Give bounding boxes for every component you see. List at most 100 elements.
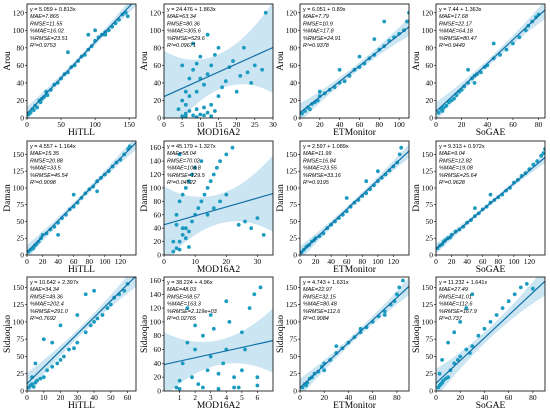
data-point (177, 378, 182, 383)
data-point (454, 93, 459, 98)
data-point (337, 67, 342, 72)
panel-arou-sogae: 0 20 40 60 80 0 20 40 60 80 100 120 SoGAE Arou y = 7.4… (412, 3, 546, 138)
data-point (187, 229, 191, 234)
stats-line: y = 45.179 + 1.327x (167, 144, 216, 150)
data-point (86, 32, 91, 37)
stats-line: R²=0.9195 (303, 180, 330, 186)
data-point (372, 37, 377, 41)
x-tick-label: 40 (327, 257, 335, 266)
data-point (35, 105, 40, 110)
data-point (211, 326, 216, 331)
data-point (230, 145, 235, 150)
regression-line (436, 280, 545, 384)
x-tick-label: 80 (535, 120, 543, 129)
stats-line: %RMSE=80.47 (439, 36, 478, 42)
regression-line (164, 46, 273, 98)
data-point (524, 282, 529, 286)
data-point (201, 385, 205, 390)
data-point (518, 285, 523, 290)
data-point (405, 19, 409, 24)
y-tick-label: 60 (426, 61, 434, 70)
data-point (67, 347, 71, 352)
x-tick-label: 100 (393, 120, 405, 129)
confidence-band (436, 277, 545, 391)
panel-arou-mod16a2: 0 5 10 15 20 25 30 0 20 40 60 80 100 120 MOD16A2 Arou y … (140, 3, 277, 138)
data-point (446, 340, 450, 345)
data-point (45, 93, 50, 98)
y-axis-label: Arou (3, 51, 13, 71)
x-tick-label: 20 (316, 120, 324, 129)
x-tick-label: 120 (524, 257, 536, 266)
data-point (517, 35, 522, 40)
y-axis-label: Sidaoqiao (140, 315, 150, 353)
y-tick-label: 20 (154, 237, 162, 246)
y-tick-label: 80 (154, 43, 162, 52)
y-tick-label: 125 (422, 300, 434, 309)
stats-line: RMSE=22.17 (439, 21, 473, 27)
data-point (232, 385, 237, 390)
y-axis-label: Daman (276, 184, 286, 212)
data-point (458, 320, 463, 324)
x-tick-label: 1 (178, 393, 182, 402)
data-point (50, 364, 55, 369)
data-point (437, 371, 442, 376)
x-tick-label: 40 (54, 257, 62, 266)
data-point (458, 354, 463, 359)
x-tick-label: 40 (463, 257, 471, 266)
data-point (201, 333, 205, 338)
data-point (202, 105, 206, 110)
plot-frame (26, 140, 137, 256)
x-tick-label: 0 (162, 257, 166, 266)
x-axis-label: SoGAE (476, 401, 506, 411)
data-point (504, 47, 509, 52)
data-point (242, 45, 246, 50)
data-point (440, 358, 444, 362)
y-tick-label: 125 (13, 167, 25, 176)
confidence-band (164, 4, 273, 118)
y-tick-label: 20 (426, 96, 434, 105)
data-point (191, 41, 196, 46)
data-point (491, 41, 496, 46)
data-point (108, 302, 113, 307)
y-tick-label: 120 (422, 8, 434, 17)
x-tick-label: 80 (86, 257, 94, 266)
data-point (194, 61, 199, 66)
data-point (209, 114, 214, 118)
data-point (255, 383, 260, 388)
x-tick-label: 20 (39, 257, 47, 266)
stats-line: %RMSE=167.9 (439, 309, 477, 315)
data-point (33, 361, 38, 366)
y-tick-label: 120 (286, 8, 298, 17)
data-point (208, 354, 213, 359)
y-tick-label: 75 (17, 200, 25, 209)
panel-daman-mod16a2: 0 10 20 30 0 20 40 60 80 100 120 140 160 MOD16A2 Daman… (140, 140, 274, 275)
y-tick-label: 100 (13, 183, 25, 192)
panel-sidaoqiao-sogae: 0 20 40 60 80 0 25 50 75 100 125 150 SoGAE Sidaoqiao y… (412, 276, 546, 411)
stats-line: MAE=27.49 (439, 287, 468, 293)
x-axis-label: SoGAE (476, 265, 506, 275)
data-point (382, 309, 387, 314)
plot-frame (299, 3, 410, 119)
stats-line: %MAE=80.48 (303, 302, 338, 308)
data-point (93, 28, 97, 33)
y-axis-label: Arou (412, 51, 422, 71)
confidence-band (27, 277, 136, 391)
regression-line (300, 150, 409, 254)
stats-line: y = 10.642 + 2.397x (30, 280, 79, 286)
x-tick-label: 30 (74, 393, 82, 402)
data-point (255, 375, 260, 380)
stats-line: %MAE=64.18 (439, 29, 474, 35)
stats-line: %RMSE=24.91 (303, 36, 341, 42)
x-axis-label: SoGAE (476, 128, 506, 138)
data-point (357, 54, 362, 59)
y-tick-label: 150 (13, 283, 25, 292)
x-tick-label: 120 (388, 257, 400, 266)
y-tick-label: 40 (154, 359, 162, 368)
y-tick-label: 100 (422, 26, 434, 35)
y-tick-label: 75 (17, 335, 25, 344)
x-tick-label: 20 (233, 120, 241, 129)
